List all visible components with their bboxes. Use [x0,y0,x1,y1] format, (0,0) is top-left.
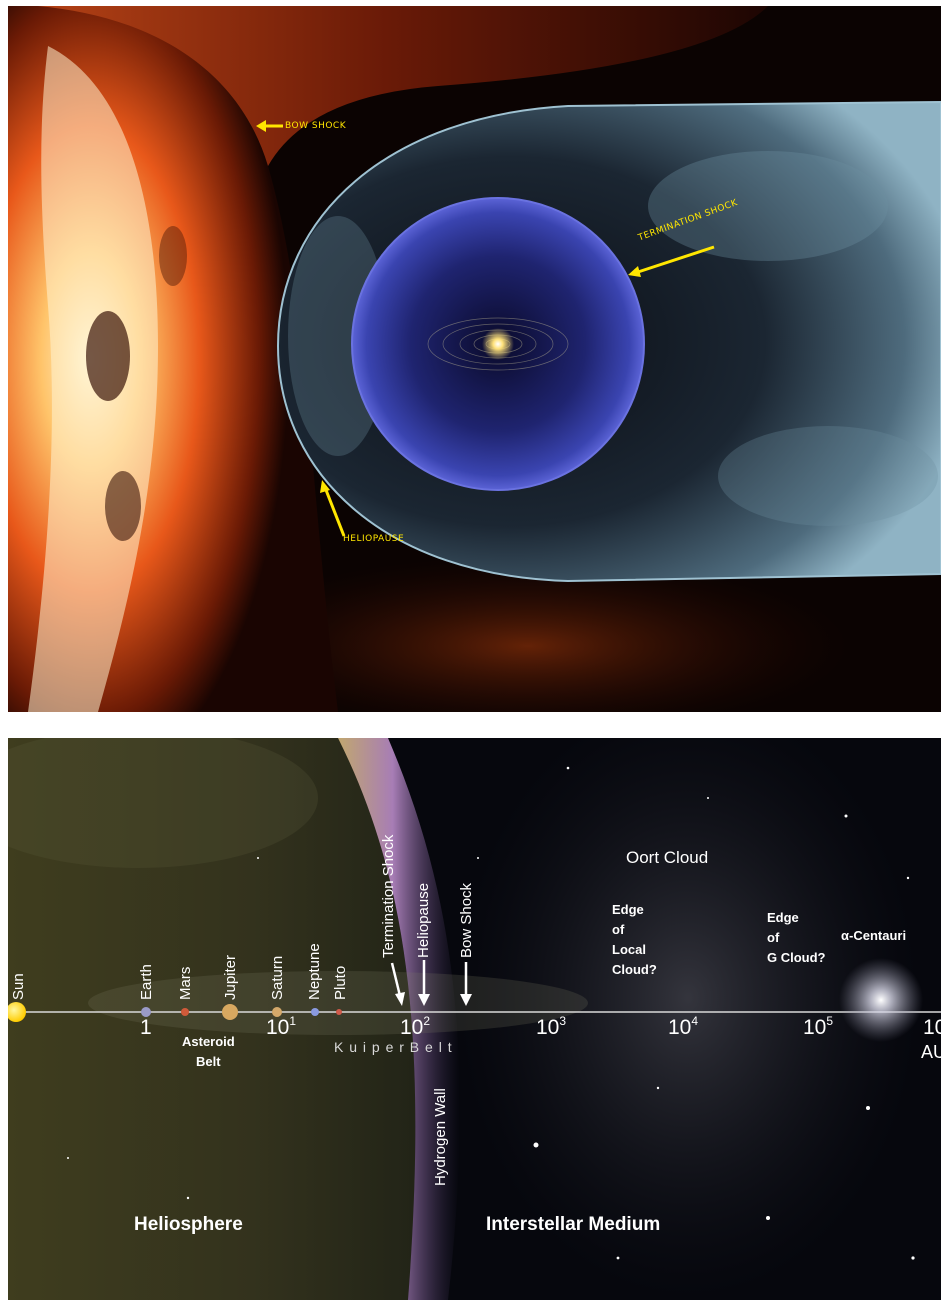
edge-g-label-3: G Cloud? [767,950,826,965]
termination-shock-scale-label: Termination Shock [380,834,397,958]
asteroid-belt-label-2: Belt [196,1054,221,1069]
tick-label: 1 [140,1016,152,1039]
interstellar-medium-label: Interstellar Medium [486,1214,661,1235]
edge-local-label-4: Cloud? [612,962,657,977]
edge-g-label-1: Edge [767,910,799,925]
saturn-icon [272,1007,282,1017]
edge-local-label-1: Edge [612,902,644,917]
alpha-centauri-label: α-Centauri [841,928,907,943]
alpha-centauri-star-icon [839,958,923,1042]
heliopause-scale-label: Heliopause [415,882,432,958]
jupiter-label: Jupiter [222,954,239,1000]
tick-label: 104 [668,1014,699,1039]
jupiter-icon [222,1004,238,1020]
sun-icon [8,1002,26,1022]
mars-icon [181,1008,189,1016]
sun-label: Sun [10,973,27,1000]
tick-label: 103 [536,1014,567,1039]
solar-distance-scale: Sun Earth Mars Jupiter Saturn Neptune Pl… [8,738,941,1300]
neptune-label: Neptune [306,943,323,1000]
tick-label: 101 [266,1014,297,1039]
neptune-icon [311,1008,319,1016]
mars-label: Mars [177,966,194,1000]
tick-label: 10 [923,1016,941,1039]
heliosphere-artwork [8,6,941,712]
unit-label: AU [921,1042,941,1062]
edge-local-label-2: of [612,922,625,937]
earth-icon [141,1007,151,1017]
heliosphere-label: Heliosphere [134,1214,243,1235]
bow-shock-scale-label: Bow Shock [458,882,475,958]
oort-cloud-label: Oort Cloud [626,848,709,867]
heliosphere-illustration: Bow Shock Termination Shock Heliopause [8,6,941,712]
earth-label: Earth [138,964,155,1000]
pluto-icon [336,1009,342,1015]
sun-glow-icon [482,328,514,360]
tick-label: 105 [803,1014,834,1039]
pluto-label: Pluto [332,965,349,1000]
edge-g-label-2: of [767,930,780,945]
asteroid-belt-label-1: Asteroid [182,1034,235,1049]
edge-local-label-3: Local [612,942,646,957]
saturn-label: Saturn [269,955,286,1000]
hydrogen-wall-label: Hydrogen Wall [432,1088,449,1186]
bow-shock-label: Bow Shock [285,121,347,131]
scale-artwork [8,738,941,1300]
kuiper-belt-label: K u i p e r B e l t [334,1039,453,1055]
tick-label: 102 [400,1014,431,1039]
heliopause-label: Heliopause [343,534,405,544]
